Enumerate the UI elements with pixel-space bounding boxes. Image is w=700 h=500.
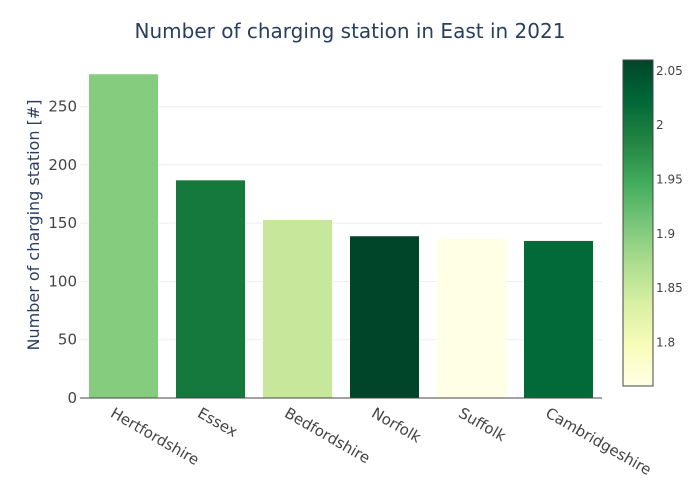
y-tick-label: 250 [48,98,77,116]
y-tick-label: 100 [48,272,77,290]
y-gridlines [80,106,602,341]
bar-essex[interactable] [175,179,246,399]
colorbar-tick-label: 1.95 [656,173,683,187]
bar-norfolk[interactable] [349,235,420,399]
colorbar-tick-label: 2 [656,118,664,132]
bar-cambridgeshire[interactable] [523,240,594,399]
bar-hertfordshire[interactable] [88,73,159,399]
x-tick-label: Cambridgeshire [543,404,655,479]
x-tick-label: Essex [195,404,241,441]
colorbar-tick-label: 2.05 [656,64,683,78]
y-axis-title: Number of charging station [#] [24,100,43,351]
y-tick-label: 150 [48,214,77,232]
y-tick-label: 50 [58,331,77,349]
x-tick-label: Suffolk [456,404,510,445]
x-tick-label: Norfolk [369,404,425,447]
colorbar-gradient [622,59,654,387]
colorbar-tick-label: 1.8 [656,336,675,350]
chart-title: Number of charging station in East in 20… [135,19,566,43]
y-tick-label: 200 [48,156,77,174]
colorbar: 1.8 1.85 1.9 1.95 2 2.05 [622,59,683,387]
bars [88,73,594,399]
y-axis-ticks: 0 50 100 150 200 250 [48,98,77,407]
x-tick-label: Bedfordshire [282,404,374,467]
colorbar-tick-label: 1.9 [656,227,675,241]
y-tick-label: 0 [67,389,77,407]
bar-bedfordshire[interactable] [262,219,333,399]
colorbar-tick-label: 1.85 [656,281,683,295]
x-tick-label: Hertfordshire [108,404,203,469]
bar-suffolk[interactable] [436,238,507,399]
